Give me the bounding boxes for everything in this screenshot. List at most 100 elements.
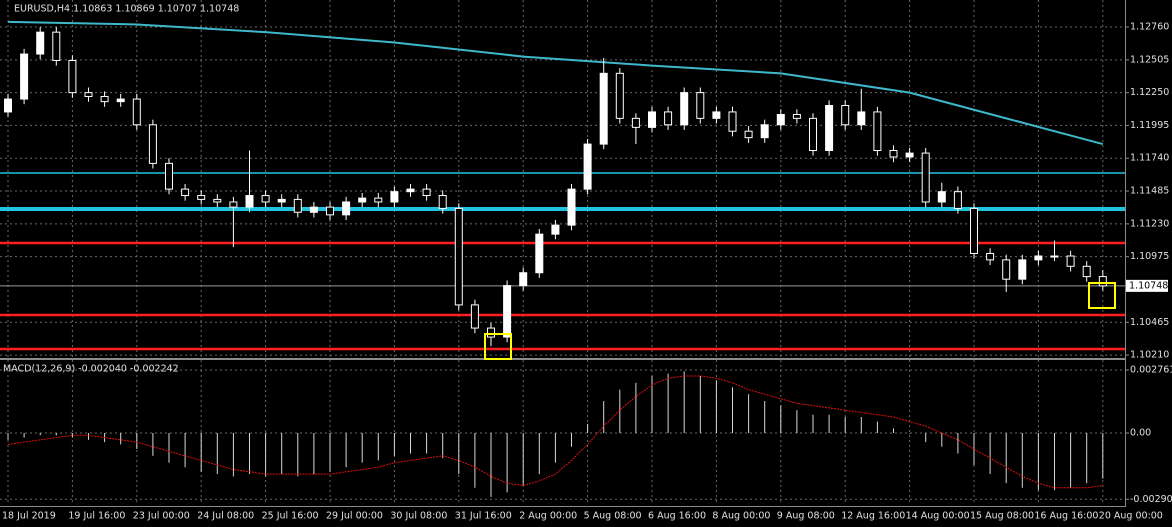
candle-body [728, 111, 737, 132]
macd-bar [232, 433, 234, 477]
moving-average [7, 20, 1104, 146]
candle-body [20, 53, 29, 100]
candle-body [293, 198, 302, 213]
candle-body [615, 72, 624, 119]
x-tick-label: 25 Jul 16:00 [262, 511, 319, 522]
candle-body [261, 195, 270, 203]
y-tick-label: 1.10465 [1130, 317, 1169, 328]
current-price-label: 1.10748 [1129, 280, 1168, 291]
macd-bar [88, 433, 89, 440]
x-tick-label: 23 Jul 00:00 [133, 511, 190, 522]
candle-body [100, 95, 109, 103]
candle-body [744, 130, 753, 139]
macd-bar [313, 433, 315, 475]
macd-bar [1102, 433, 1104, 479]
candle-body [116, 98, 125, 103]
x-tick-label: 12 Aug 16:00 [841, 511, 905, 522]
candle-body [970, 207, 978, 254]
candle-body [1018, 259, 1027, 280]
candle-body [36, 31, 45, 55]
macd-bar [796, 410, 798, 433]
x-tick-label: 2 Aug 00:00 [519, 511, 577, 522]
macd-bar [1054, 433, 1055, 491]
candle-body [390, 191, 399, 203]
candle-body [197, 195, 206, 200]
macd-bar [345, 433, 347, 468]
macd-bar [329, 433, 331, 472]
candle-body [503, 285, 512, 338]
x-tick-label: 31 Jul 16:00 [455, 511, 512, 522]
candle-body [148, 124, 157, 164]
macd-bar [538, 433, 540, 475]
macd-title: MACD(12,26,9) -0.002040 -0.002242 [3, 364, 179, 375]
y-tick-label: 1.10975 [1130, 251, 1169, 262]
macd-bar [281, 433, 283, 475]
candle-body [52, 31, 61, 61]
candle-body [229, 201, 238, 208]
candle-body [583, 143, 592, 190]
macd-signal-line [7, 375, 1103, 489]
candle-body [438, 195, 447, 209]
x-tick-label: 29 Jul 00:00 [326, 511, 383, 522]
candle-body [631, 117, 640, 128]
macd-bar [1005, 433, 1007, 484]
x-tick-label: 20 Aug 00:00 [1099, 511, 1163, 522]
y-tick-label: 1.12760 [1130, 22, 1169, 33]
candle-body [1050, 255, 1059, 258]
macd-bar [297, 433, 299, 477]
macd-bar [587, 423, 589, 433]
macd-bar [780, 405, 782, 433]
candle-body [309, 206, 318, 213]
macd-bar [1070, 433, 1072, 488]
candle-body [953, 191, 962, 209]
macd-bar [893, 428, 894, 433]
y-tick-label: 1.11740 [1130, 153, 1169, 164]
candle-body [986, 252, 995, 261]
macd-bar [184, 433, 186, 468]
macd-bar [1086, 433, 1088, 484]
macd-bar [715, 380, 717, 433]
candle-body [277, 198, 286, 203]
candle-body [712, 111, 721, 119]
candle-body [664, 111, 673, 126]
macd-bar [7, 433, 9, 440]
macd-bar [490, 433, 492, 497]
candle-body [1082, 265, 1091, 278]
macd-bar [667, 373, 669, 433]
candle-body [342, 201, 351, 216]
candle-body [519, 272, 528, 287]
macd-bar [989, 433, 991, 475]
candle-body [84, 92, 93, 97]
candle-body [165, 162, 173, 190]
x-tick-label: 16 Aug 16:00 [1034, 511, 1098, 522]
macd-bar [941, 433, 943, 447]
macd-bar [200, 433, 202, 472]
candles [4, 20, 1107, 347]
macd-bar [876, 421, 878, 433]
candle-body [809, 117, 817, 152]
macd-bar [152, 433, 154, 456]
macd-bar [764, 401, 766, 433]
candle-body [374, 197, 383, 203]
x-tick-label: 18 Jul 2019 [2, 511, 56, 522]
macd-bar [554, 433, 556, 463]
candle-body [841, 104, 850, 126]
macd-bar [361, 433, 363, 463]
macd-bar [522, 433, 524, 486]
x-tick-label: 24 Jul 08:00 [197, 511, 254, 522]
macd-bar [136, 433, 138, 449]
candle-body [358, 197, 367, 203]
macd-bar [458, 433, 460, 475]
x-tick-label: 19 Jul 16:00 [68, 511, 125, 522]
x-tick-label: 8 Aug 00:00 [712, 511, 770, 522]
macd-bar [249, 433, 250, 475]
candle-body [905, 152, 914, 158]
highlight-box [484, 333, 512, 360]
x-tick-label: 5 Aug 08:00 [584, 511, 642, 522]
y-tick-label: 1.11485 [1130, 186, 1169, 197]
macd-bar [216, 433, 218, 475]
macd-bar [1037, 433, 1039, 491]
x-tick-label: 14 Aug 00:00 [906, 511, 970, 522]
